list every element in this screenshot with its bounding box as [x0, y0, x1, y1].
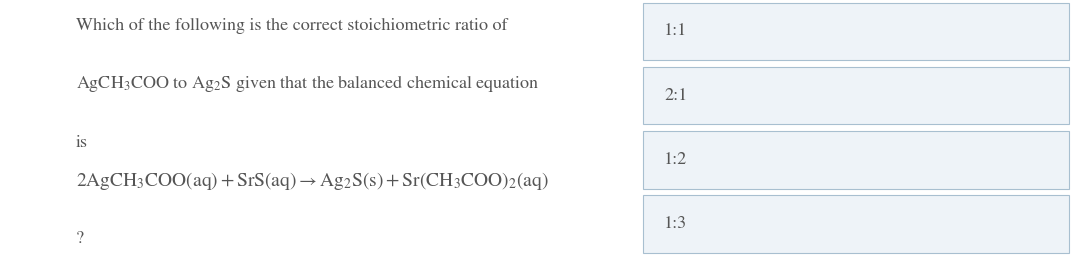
Text: 1:2: 1:2	[664, 152, 688, 168]
FancyBboxPatch shape	[643, 67, 1069, 124]
FancyBboxPatch shape	[643, 3, 1069, 60]
FancyBboxPatch shape	[643, 195, 1069, 253]
Text: 1:1: 1:1	[664, 23, 688, 40]
Text: ?: ?	[76, 231, 83, 247]
Text: is: is	[76, 135, 87, 151]
FancyBboxPatch shape	[643, 131, 1069, 189]
Text: $\mathrm{2AgCH_3COO(aq)+SrS(aq)\rightarrow Ag_2S(s)+Sr(CH_3COO)_2(aq)}$: $\mathrm{2AgCH_3COO(aq)+SrS(aq)\rightarr…	[76, 170, 549, 192]
Text: $\mathrm{AgCH_3COO}$ to $\mathrm{Ag_2S}$ given that the balanced chemical equati: $\mathrm{AgCH_3COO}$ to $\mathrm{Ag_2S}$…	[76, 73, 539, 94]
Text: 2:1: 2:1	[664, 88, 688, 104]
Text: Which of the following is the correct stoichiometric ratio of: Which of the following is the correct st…	[76, 18, 508, 34]
Text: 1:3: 1:3	[664, 216, 687, 232]
